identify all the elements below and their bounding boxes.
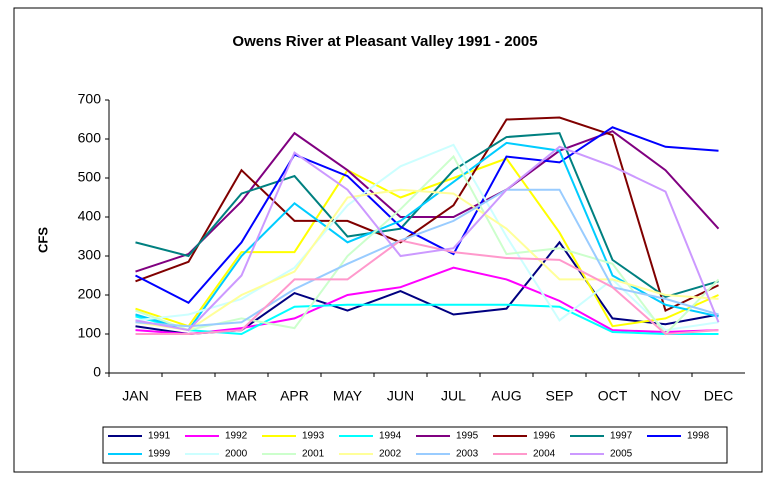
legend-label: 2005 [610,449,633,460]
series-line [135,157,719,328]
y-tick-label: 500 [78,169,102,185]
y-tick-label: 100 [78,325,102,341]
y-tick-label: 400 [78,208,102,224]
x-tick-label: APR [280,388,309,404]
y-tick-label: 200 [78,286,102,302]
series-line [135,116,719,313]
x-tick-label: JAN [122,388,148,404]
series-line [135,130,720,273]
series-line [135,141,719,332]
x-tick-label: NOV [650,388,681,404]
legend-label: 1997 [610,431,633,442]
legend-label: 2001 [302,449,325,460]
series-line [135,188,719,328]
series-line [135,145,720,332]
legend-label: 1996 [533,431,556,442]
chart-title: Owens River at Pleasant Valley 1991 - 20… [232,33,537,50]
series-line [135,266,719,336]
legend-label: 1994 [379,431,402,442]
y-tick-label: 700 [78,91,102,107]
legend-label: 1995 [456,431,479,442]
legend-label: 1992 [225,431,248,442]
legend-label: 2000 [225,449,248,460]
legend-label: 2004 [533,449,556,460]
series-line [135,188,719,332]
x-tick-label: FEB [175,388,202,404]
x-tick-label: MAY [333,388,363,404]
x-tick-label: OCT [598,388,628,404]
series-line [135,303,719,336]
x-tick-label: JUN [387,388,414,404]
x-tick-label: DEC [704,388,734,404]
series-line [135,126,719,305]
series-line [135,132,719,299]
series-line [135,239,719,336]
y-tick-label: 600 [78,130,102,146]
legend-label: 2003 [456,449,479,460]
legend-label: 2002 [379,449,402,460]
y-tick-label: 300 [78,247,102,263]
series-line [135,154,720,336]
y-axis-label: CFS [35,227,50,253]
x-tick-label: MAR [226,388,257,404]
y-tick-label: 0 [93,364,101,380]
legend-label: 1991 [148,431,171,442]
x-tick-label: AUG [491,388,521,404]
x-tick-label: JUL [441,388,466,404]
x-tick-label: SEP [545,388,573,404]
legend-box [102,426,728,464]
legend-label: 1999 [148,449,171,460]
legend-label: 1998 [687,431,710,442]
legend-label: 1993 [302,431,325,442]
